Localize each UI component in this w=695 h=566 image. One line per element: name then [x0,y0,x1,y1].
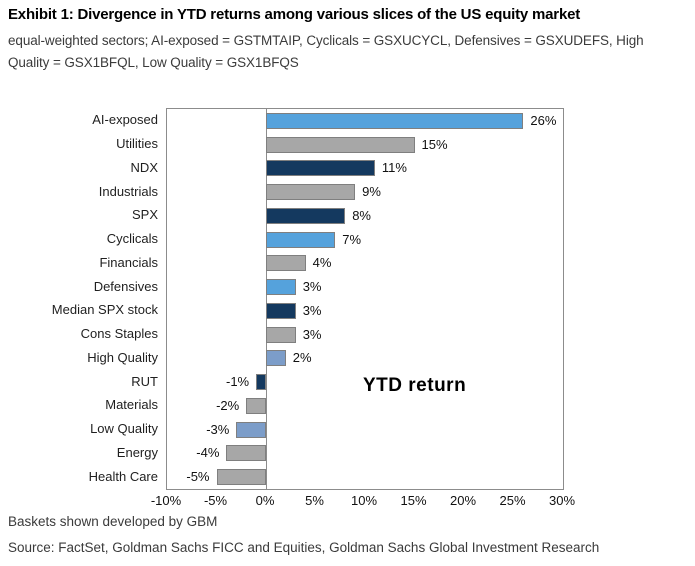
value-label-low-quality: -3% [206,421,230,437]
category-label-health-care: Health Care [88,468,158,484]
value-label-high-quality: 2% [292,350,312,366]
bar-cons-staples [266,326,296,343]
value-label-energy: -4% [196,445,220,461]
value-label-ndx: 11% [381,160,407,176]
bar-industrials [266,184,356,201]
value-label-ai-exposed: 26% [530,112,557,128]
bar-cyclicals [266,231,336,248]
category-label-low-quality: Low Quality [90,421,158,437]
bar-financials [266,255,306,272]
x-tick-label: -10% [150,493,182,508]
page-subtitle: equal-weighted sectors; AI-exposed = GST… [8,33,644,70]
page-title: Exhibit 1: Divergence in YTD returns amo… [8,6,581,23]
bar-health-care [216,469,266,486]
bar-rut [256,374,266,391]
chart-annotation: YTD return [363,375,467,396]
x-axis: -10% -5% 0% 5% 10% 15% 20% 25% 30% [151,493,575,509]
category-label-financials: Financials [99,254,158,270]
x-tick-label: 25% [499,493,526,508]
category-label-industrials: Industrials [98,183,158,199]
category-label-materials: Materials [105,397,158,413]
bar-utilities [266,136,415,153]
x-tick-label: 15% [400,493,427,508]
value-label-cons-staples: 3% [302,326,322,342]
value-label-defensives: 3% [302,279,322,295]
value-label-median-spx-stock: 3% [302,302,322,318]
chart-note: Baskets shown developed by GBM [8,514,218,529]
zero-axis-line [266,109,267,489]
value-label-health-care: -5% [186,469,210,485]
value-label-rut: -1% [225,374,250,390]
value-label-financials: 4% [312,255,332,271]
bar-materials [246,397,266,414]
x-tick-label: 30% [548,493,576,508]
value-label-spx: 8% [352,207,371,223]
value-label-materials: -2% [216,397,240,413]
value-label-utilities: 15% [421,136,448,152]
category-label-utilities: Utilities [116,136,158,152]
category-label-ai-exposed: AI-exposed [92,112,158,128]
bar-ai-exposed [266,112,524,129]
bar-ndx [266,160,375,177]
bar-energy [226,445,266,462]
category-labels: AI-exposed Utilities NDX Industrials SPX Cycl… [0,108,158,488]
category-label-energy: Energy [116,444,158,460]
chart-source: Source: FactSet, Goldman Sachs FICC and … [8,540,600,555]
bar-high-quality [266,350,286,367]
value-label-industrials: 9% [362,184,381,200]
category-label-spx: SPX [131,207,158,223]
bar-spx [266,207,346,224]
x-tick-label: 5% [305,493,324,508]
x-tick-label: 0% [255,493,275,508]
plot-area: YTD return 26% 15% 11% 9% 8% 7% 4% 3% 3% 3% 2% -1% -… [166,108,564,490]
bar-low-quality [236,421,266,438]
category-label-high-quality: High Quality [87,349,158,365]
bar-median-spx-stock [266,302,296,319]
category-label-rut: RUT [131,373,158,389]
category-label-median-spx-stock: Median SPX stock [51,302,158,318]
x-tick-label: -5% [203,493,228,508]
category-label-cyclicals: Cyclicals [106,231,158,247]
category-label-defensives: Defensives [93,278,158,294]
bar-defensives [266,279,296,296]
category-label-ndx: NDX [130,159,158,175]
x-tick-label: 20% [449,493,477,508]
value-label-cyclicals: 7% [342,231,362,247]
category-label-cons-staples: Cons Staples [80,326,158,342]
x-tick-label: 10% [350,493,378,508]
